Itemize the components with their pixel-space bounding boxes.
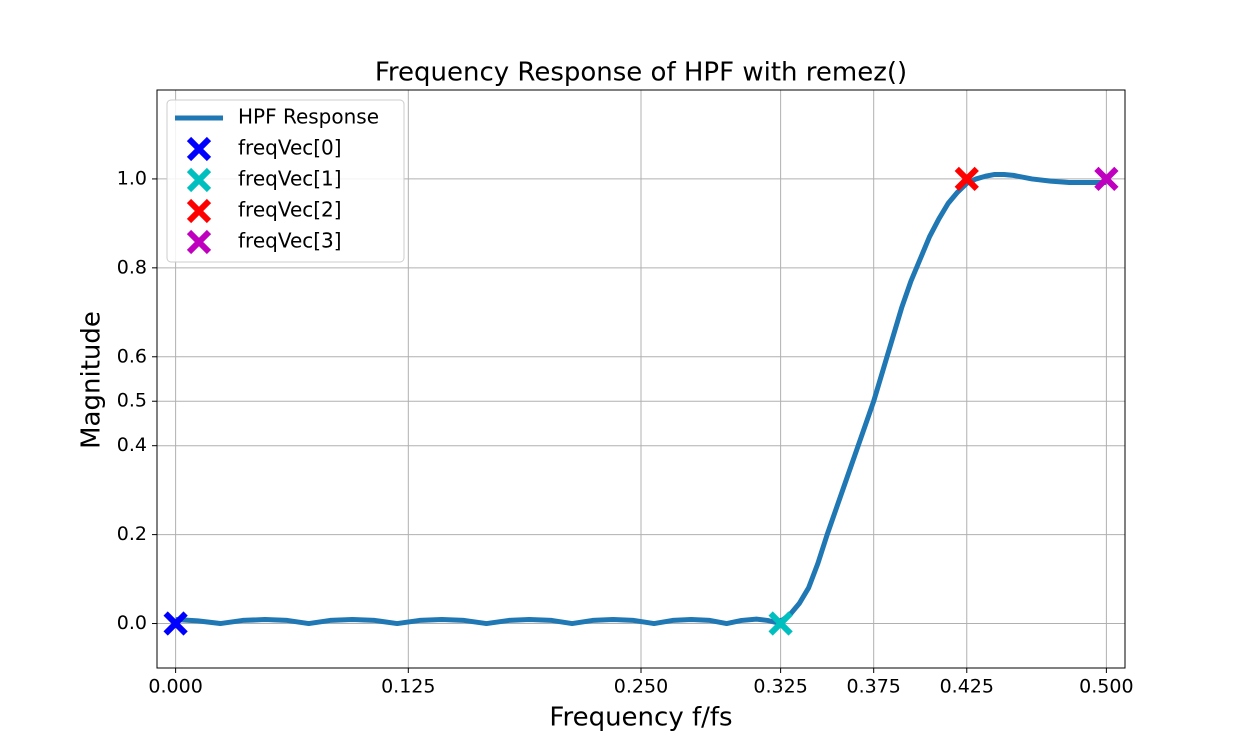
legend-label: freqVec[2] bbox=[238, 198, 342, 222]
chart-title: Frequency Response of HPF with remez() bbox=[375, 58, 907, 88]
plot-frame bbox=[156, 89, 1126, 669]
legend-label: HPF Response bbox=[238, 105, 379, 129]
legend-marker bbox=[186, 198, 212, 224]
x-axis-label: Frequency f/fs bbox=[549, 703, 732, 733]
y-tick-label: 0.6 bbox=[117, 345, 147, 367]
x-tick-label: 0.375 bbox=[846, 676, 900, 698]
legend-marker bbox=[186, 167, 212, 193]
x-tick-label: 0.250 bbox=[614, 676, 668, 698]
y-tick-label: 1.0 bbox=[117, 167, 147, 189]
x-tick-label: 0.325 bbox=[753, 676, 807, 698]
legend-marker bbox=[186, 136, 212, 162]
legend-marker bbox=[186, 229, 212, 255]
x-tick-label: 0.125 bbox=[381, 676, 435, 698]
y-tick-label: 0.4 bbox=[117, 434, 147, 456]
y-tick-label: 0.0 bbox=[117, 612, 147, 634]
legend-box bbox=[166, 99, 405, 263]
data-marker bbox=[954, 166, 979, 192]
x-tick-label: 0.425 bbox=[940, 676, 994, 698]
y-tick-label: 0.2 bbox=[117, 523, 147, 545]
data-marker bbox=[1094, 166, 1119, 192]
data-marker bbox=[163, 611, 188, 636]
y-tick-label: 0.8 bbox=[117, 256, 147, 278]
legend-label: freqVec[3] bbox=[238, 229, 342, 253]
legend-label: freqVec[1] bbox=[238, 167, 342, 191]
x-tick-label: 0.500 bbox=[1079, 676, 1133, 698]
legend-label: freqVec[0] bbox=[238, 136, 342, 160]
data-marker bbox=[768, 611, 793, 636]
y-axis-label: Magnitude bbox=[77, 311, 107, 449]
x-tick-label: 0.000 bbox=[148, 676, 202, 698]
y-tick-label: 0.5 bbox=[117, 390, 147, 412]
